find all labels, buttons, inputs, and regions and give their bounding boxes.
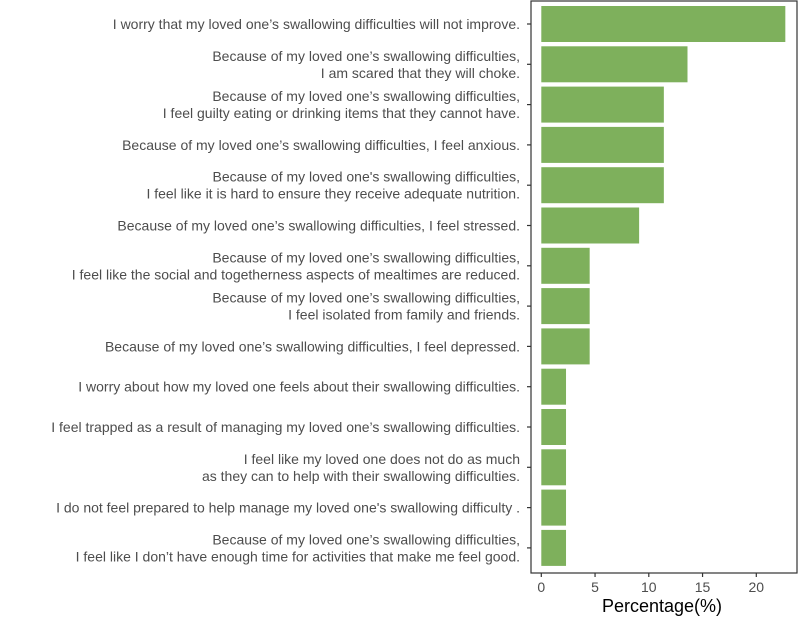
bar	[541, 489, 567, 526]
y-tick-label: Because of my loved one’s swallowing dif…	[117, 218, 520, 234]
bar	[541, 6, 786, 42]
y-tick-label: Because of my loved one’s swallowing dif…	[76, 531, 520, 564]
y-tick-label: Because of my loved one’s swallowing dif…	[212, 48, 520, 81]
x-tick-label: 0	[537, 579, 545, 595]
bar	[541, 86, 664, 123]
bar	[541, 409, 567, 445]
y-tick-label: I feel like my loved one does not do as …	[202, 451, 520, 484]
y-tick-label: Because of my loved one’s swallowing dif…	[212, 290, 520, 323]
bar	[541, 368, 567, 405]
bar	[541, 46, 688, 83]
bar	[541, 207, 640, 244]
bar	[541, 328, 590, 365]
x-tick-label: 10	[641, 579, 657, 595]
y-tick-label: I feel trapped as a result of managing m…	[51, 419, 520, 435]
bar	[541, 247, 590, 284]
x-tick-label: 5	[591, 579, 599, 595]
bar	[541, 167, 664, 204]
bar	[541, 529, 567, 566]
bar	[541, 126, 664, 163]
y-tick-label: Because of my loved one’s swallowing dif…	[122, 137, 520, 153]
y-tick-label: Because of my loved one’s swallowing dif…	[163, 88, 520, 121]
x-tick-label: 15	[695, 579, 711, 595]
y-tick-label: Because of my loved one’s swallowing dif…	[105, 338, 520, 354]
bar	[541, 449, 567, 486]
y-tick-label: I worry that my loved one’s swallowing d…	[113, 16, 520, 32]
bar	[541, 288, 590, 325]
y-tick-label: I do not feel prepared to help manage my…	[56, 500, 520, 516]
panel-border	[530, 0, 798, 574]
x-tick-label: 20	[749, 579, 765, 595]
y-tick-label: I worry about how my loved one feels abo…	[78, 379, 520, 395]
x-axis-title: Percentage(%)	[602, 596, 722, 616]
y-tick-label: Because of my loved one's swallowing dif…	[146, 169, 520, 202]
y-tick-label: Because of my loved one’s swallowing dif…	[72, 249, 520, 282]
